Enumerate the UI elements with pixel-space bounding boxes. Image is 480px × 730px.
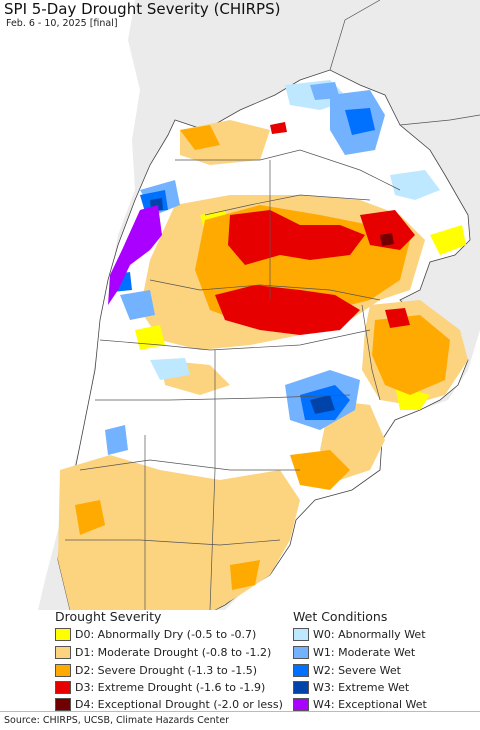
legend-swatch (293, 697, 309, 711)
map-subtitle: Feb. 6 - 10, 2025 [final] (6, 18, 118, 29)
footer-divider (0, 711, 480, 712)
legend-label: D3: Extreme Drought (-1.6 to -1.9) (75, 680, 266, 694)
legend-item-w0: W0: Abnormally Wet (293, 626, 426, 642)
legend-item-d2: D2: Severe Drought (-1.3 to -1.5) (55, 662, 257, 678)
legend-item-w3: W3: Extreme Wet (293, 679, 409, 695)
legend-label: W0: Abnormally Wet (313, 627, 426, 641)
legend-label: D0: Abnormally Dry (-0.5 to -0.7) (75, 627, 257, 641)
legend-label: W4: Exceptional Wet (313, 697, 427, 711)
pacific-ocean (0, 0, 140, 610)
map-title: SPI 5-Day Drought Severity (CHIRPS) (4, 0, 281, 18)
legend-item-w1: W1: Moderate Wet (293, 644, 415, 660)
legend-swatch (293, 627, 309, 641)
legend-item-d1: D1: Moderate Drought (-0.8 to -1.2) (55, 644, 271, 660)
legend-swatch (55, 645, 71, 659)
atlantic-ocean (225, 330, 480, 610)
w4-exceptional-wet-areas (108, 205, 162, 305)
drought-legend-heading: Drought Severity (55, 609, 162, 624)
legend-item-d4: D4: Exceptional Drought (-2.0 or less) (55, 696, 283, 712)
legend-item-w4: W4: Exceptional Wet (293, 696, 427, 712)
legend-label: W3: Extreme Wet (313, 680, 410, 694)
legend-item-d3: D3: Extreme Drought (-1.6 to -1.9) (55, 679, 265, 695)
w3-extreme-wet-areas (150, 198, 335, 414)
legend-label: D4: Exceptional Drought (-2.0 or less) (75, 697, 283, 711)
legend-item-w2: W2: Severe Wet (293, 662, 401, 678)
legend-label: D1: Moderate Drought (-0.8 to -1.2) (75, 645, 272, 659)
legend-swatch (293, 663, 309, 677)
wet-legend-heading: Wet Conditions (293, 609, 388, 624)
legend-swatch (55, 663, 71, 677)
legend-label: D2: Severe Drought (-1.3 to -1.5) (75, 663, 258, 677)
legend-swatch (55, 680, 71, 694)
legend-swatch (293, 645, 309, 659)
legend-swatch (55, 697, 71, 711)
drought-map (0, 0, 480, 610)
d3-extreme-drought-areas (215, 122, 415, 335)
legend-label: W2: Severe Wet (313, 663, 401, 677)
legend-label: W1: Moderate Wet (313, 645, 416, 659)
source-credit: Source: CHIRPS, UCSB, Climate Hazards Ce… (4, 715, 230, 726)
admin-borders (65, 0, 480, 610)
d4-exceptional-drought-areas (380, 233, 394, 246)
legend-swatch (293, 680, 309, 694)
legend-item-d0: D0: Abnormally Dry (-0.5 to -0.7) (55, 626, 256, 642)
legend-swatch (55, 627, 71, 641)
